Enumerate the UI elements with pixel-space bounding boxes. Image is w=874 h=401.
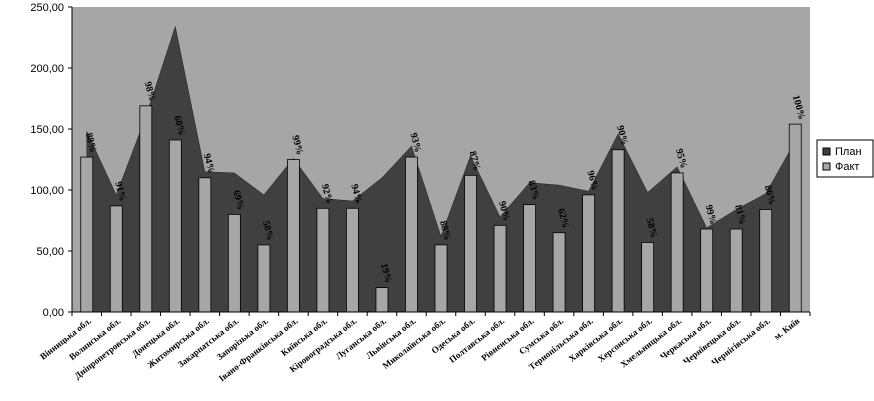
y-tick-label: 100,00 xyxy=(30,185,64,197)
fact-bar xyxy=(700,228,714,313)
y-axis: 0,00 50,00 100,00 150,00 200,00 250,00 xyxy=(30,2,73,319)
data-label: 60% xyxy=(171,115,187,137)
fact-bar xyxy=(346,207,359,313)
plot-area xyxy=(72,7,810,313)
fact-bar xyxy=(227,213,241,313)
data-label: 96% xyxy=(585,169,601,191)
fact-bar xyxy=(198,177,212,313)
fact-bar xyxy=(109,205,123,313)
data-label: 81% xyxy=(732,204,748,226)
legend-swatch-plan xyxy=(822,147,831,156)
fact-bar xyxy=(286,159,300,313)
data-label: 90% xyxy=(614,124,630,146)
fact-bar xyxy=(523,204,536,313)
data-label: 58% xyxy=(260,220,276,242)
data-label: 62% xyxy=(555,207,571,229)
data-label: 95% xyxy=(673,148,689,170)
legend-label-plan: План xyxy=(835,146,862,158)
data-label: 99% xyxy=(289,134,305,156)
fact-bar xyxy=(729,228,743,313)
fact-bar xyxy=(552,232,566,313)
fact-bar xyxy=(493,224,507,313)
legend-box xyxy=(816,139,874,178)
data-label: 92% xyxy=(319,183,335,205)
y-tick-label: 150,00 xyxy=(30,124,64,136)
data-label: 88% xyxy=(83,132,99,154)
data-label: 58% xyxy=(644,217,660,239)
data-label: 87% xyxy=(466,150,482,172)
data-labels: 88% 91% 98% 60% 94% 69% 58% 99% 92% 94% 19% 93% 88% 8… xyxy=(83,80,807,284)
y-tick-label: 250,00 xyxy=(30,2,64,14)
y-tick-label: 200,00 xyxy=(30,63,64,75)
fact-bar xyxy=(80,156,94,313)
fact-bar xyxy=(611,149,625,313)
x-tick-label: Рівненська обл. xyxy=(479,316,535,363)
legend-swatch-fact xyxy=(822,162,831,171)
data-label: 88% xyxy=(437,220,453,242)
fact-bar xyxy=(434,244,448,313)
fact-bar xyxy=(168,139,182,313)
data-label: 86% xyxy=(762,184,778,206)
x-tick-label: Луганська обл. xyxy=(334,316,389,362)
fact-bar xyxy=(641,242,655,313)
data-label: 19% xyxy=(378,262,394,284)
data-label: 83% xyxy=(525,179,541,201)
fact-bar xyxy=(139,105,153,313)
data-label: 69% xyxy=(230,189,246,211)
x-axis: Вінницька обл.Волинська обл.Дніпропетров… xyxy=(38,311,811,383)
y-tick-label: 0,00 xyxy=(43,307,64,319)
data-label: 94% xyxy=(348,183,364,205)
data-label: 93% xyxy=(407,132,423,154)
data-label: 98% xyxy=(142,80,158,102)
legend-label-fact: Факт xyxy=(835,161,859,173)
y-tick-label: 50,00 xyxy=(36,246,64,258)
data-label: 90% xyxy=(496,200,512,222)
fact-bar xyxy=(316,207,330,313)
fact-bar xyxy=(257,244,271,313)
fact-bar xyxy=(670,172,684,313)
fact-bar xyxy=(759,209,773,313)
x-tick-label: м. Київ xyxy=(772,316,802,342)
fact-bar xyxy=(788,123,802,313)
fact-bar xyxy=(375,287,389,313)
data-label: 99% xyxy=(703,204,719,226)
legend: План Факт xyxy=(816,139,874,178)
fact-bar xyxy=(582,194,595,313)
data-label: 91% xyxy=(112,180,128,202)
x-tick-label: Вінницька обл. xyxy=(38,316,93,362)
fact-bar xyxy=(464,174,477,313)
data-label: 94% xyxy=(201,152,217,174)
fact-bar xyxy=(405,156,418,313)
